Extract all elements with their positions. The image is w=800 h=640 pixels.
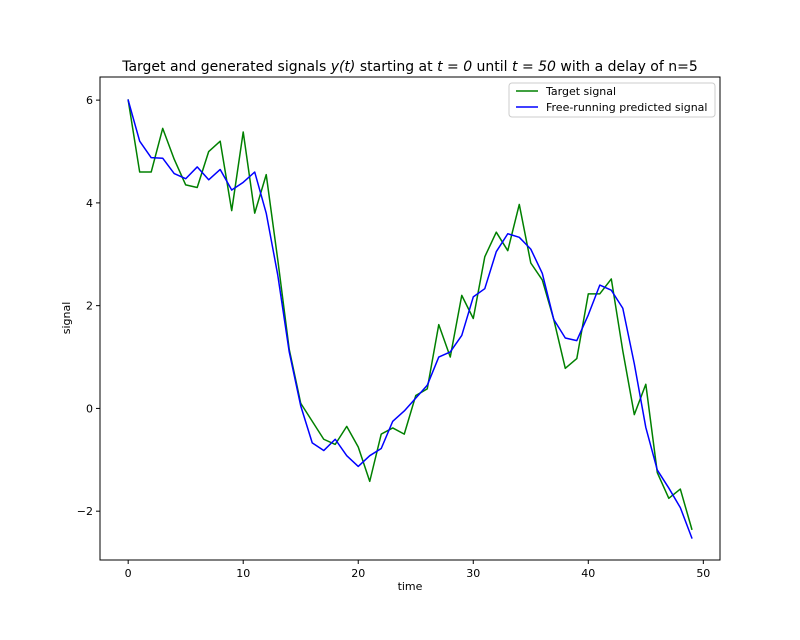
x-tick-label: 40	[581, 567, 595, 580]
series-line-target	[127, 99, 693, 531]
legend-label-predicted: Free-running predicted signal	[546, 101, 707, 114]
x-axis: 0 10 20 30 40 50	[125, 560, 710, 580]
x-tick-label: 50	[696, 567, 710, 580]
y-axis: −2 0 2 4 6	[77, 94, 100, 518]
series-layer	[127, 99, 693, 539]
y-tick-label: 4	[86, 197, 93, 210]
legend-box	[508, 82, 716, 118]
y-axis-label: signal	[60, 302, 73, 335]
chart-title: Target and generated signals y(t) starti…	[121, 59, 698, 75]
series-line-predicted	[127, 99, 693, 539]
legend-label-target: Target signal	[545, 85, 616, 98]
x-tick-label: 30	[466, 567, 480, 580]
plot-frame	[99, 76, 721, 561]
x-axis-label: time	[398, 580, 423, 593]
y-tick-label: −2	[77, 505, 93, 518]
x-tick-label: 0	[125, 567, 132, 580]
x-tick-label: 20	[351, 567, 365, 580]
y-tick-label: 0	[86, 402, 93, 415]
y-tick-label: 2	[86, 300, 93, 313]
x-tick-label: 10	[236, 567, 250, 580]
y-tick-label: 6	[86, 94, 93, 107]
legend: Target signal Free-running predicted sig…	[508, 82, 716, 118]
